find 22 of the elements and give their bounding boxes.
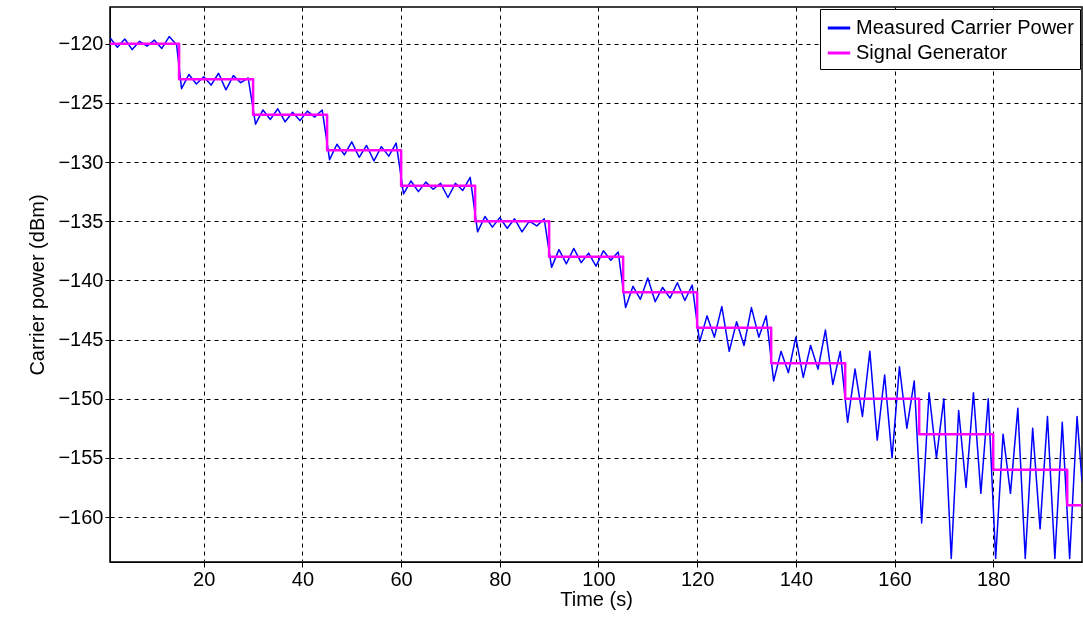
y-tick-label: −150 bbox=[58, 387, 104, 410]
x-tick-label: 120 bbox=[680, 567, 715, 590]
y-tick-label: −135 bbox=[58, 209, 104, 232]
x-tick-label: 160 bbox=[878, 567, 912, 590]
x-tick-label: 140 bbox=[779, 567, 814, 590]
x-tick-label: 80 bbox=[489, 567, 512, 590]
legend-label: Measured Carrier Power bbox=[856, 16, 1075, 38]
y-tick-label: −145 bbox=[58, 328, 104, 351]
x-tick-label: 100 bbox=[582, 567, 616, 590]
y-axis-title: Carrier power (dBm) bbox=[26, 194, 49, 376]
y-tick-label: −120 bbox=[58, 32, 104, 55]
x-tick-label: 180 bbox=[977, 567, 1011, 590]
x-axis-title: Time (s) bbox=[560, 587, 633, 610]
x-tick-label: 20 bbox=[193, 567, 216, 590]
y-tick-label: −140 bbox=[58, 268, 104, 291]
x-tick-label: 40 bbox=[291, 567, 315, 590]
y-tick-label: −130 bbox=[58, 150, 104, 173]
y-tick-label: −160 bbox=[58, 505, 104, 528]
y-tick-label: −125 bbox=[58, 91, 104, 114]
legend-label: Signal Generator bbox=[856, 41, 1008, 63]
x-tick-label: 60 bbox=[390, 567, 413, 590]
y-tick-label: −155 bbox=[58, 446, 104, 469]
